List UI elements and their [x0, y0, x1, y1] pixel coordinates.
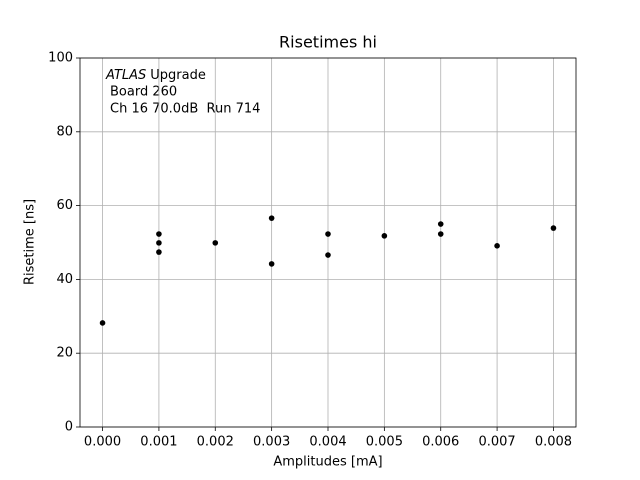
annotation-italic: ATLAS [105, 68, 146, 83]
annotation-line: Ch 16 70.0dB Run 714 [110, 102, 260, 117]
y-axis-label: Risetime [ns] [23, 199, 38, 285]
x-tick-label: 0.000 [84, 435, 121, 450]
point [156, 240, 162, 246]
y-tick-label: 80 [56, 124, 73, 139]
point [156, 231, 162, 237]
point [99, 320, 106, 326]
y-tick-label: 0 [65, 420, 73, 435]
y-tick-label: 20 [56, 346, 73, 361]
point [437, 221, 444, 227]
x-tick-label: 0.008 [535, 435, 572, 450]
x-axis-label: Amplitudes [mA] [273, 455, 382, 470]
point [156, 249, 162, 255]
point [325, 252, 331, 258]
x-tick-label: 0.003 [253, 435, 290, 450]
x-tick-label: 0.004 [309, 435, 346, 450]
y-tick-label: 60 [56, 198, 73, 213]
point [268, 261, 275, 267]
y-tick-label: 100 [48, 51, 73, 66]
point [550, 225, 557, 231]
x-tick-label: 0.002 [197, 435, 234, 450]
annotation-line: Upgrade [150, 68, 206, 83]
x-tick-label: 0.005 [366, 435, 403, 450]
x-tick-label: 0.007 [478, 435, 515, 450]
point [381, 233, 388, 239]
y-tick-label: 40 [56, 272, 73, 287]
annotation-line: Board 260 [110, 85, 177, 100]
chart-title: Risetimes hi [279, 33, 377, 52]
point [268, 215, 275, 221]
x-tick-label: 0.006 [422, 435, 459, 450]
point [494, 243, 500, 249]
plot-frame [79, 57, 577, 428]
point [325, 231, 331, 237]
annotation: ATLAS Upgrade [105, 68, 206, 83]
x-tick-label: 0.001 [140, 435, 177, 450]
point [437, 231, 444, 237]
point [212, 240, 219, 246]
